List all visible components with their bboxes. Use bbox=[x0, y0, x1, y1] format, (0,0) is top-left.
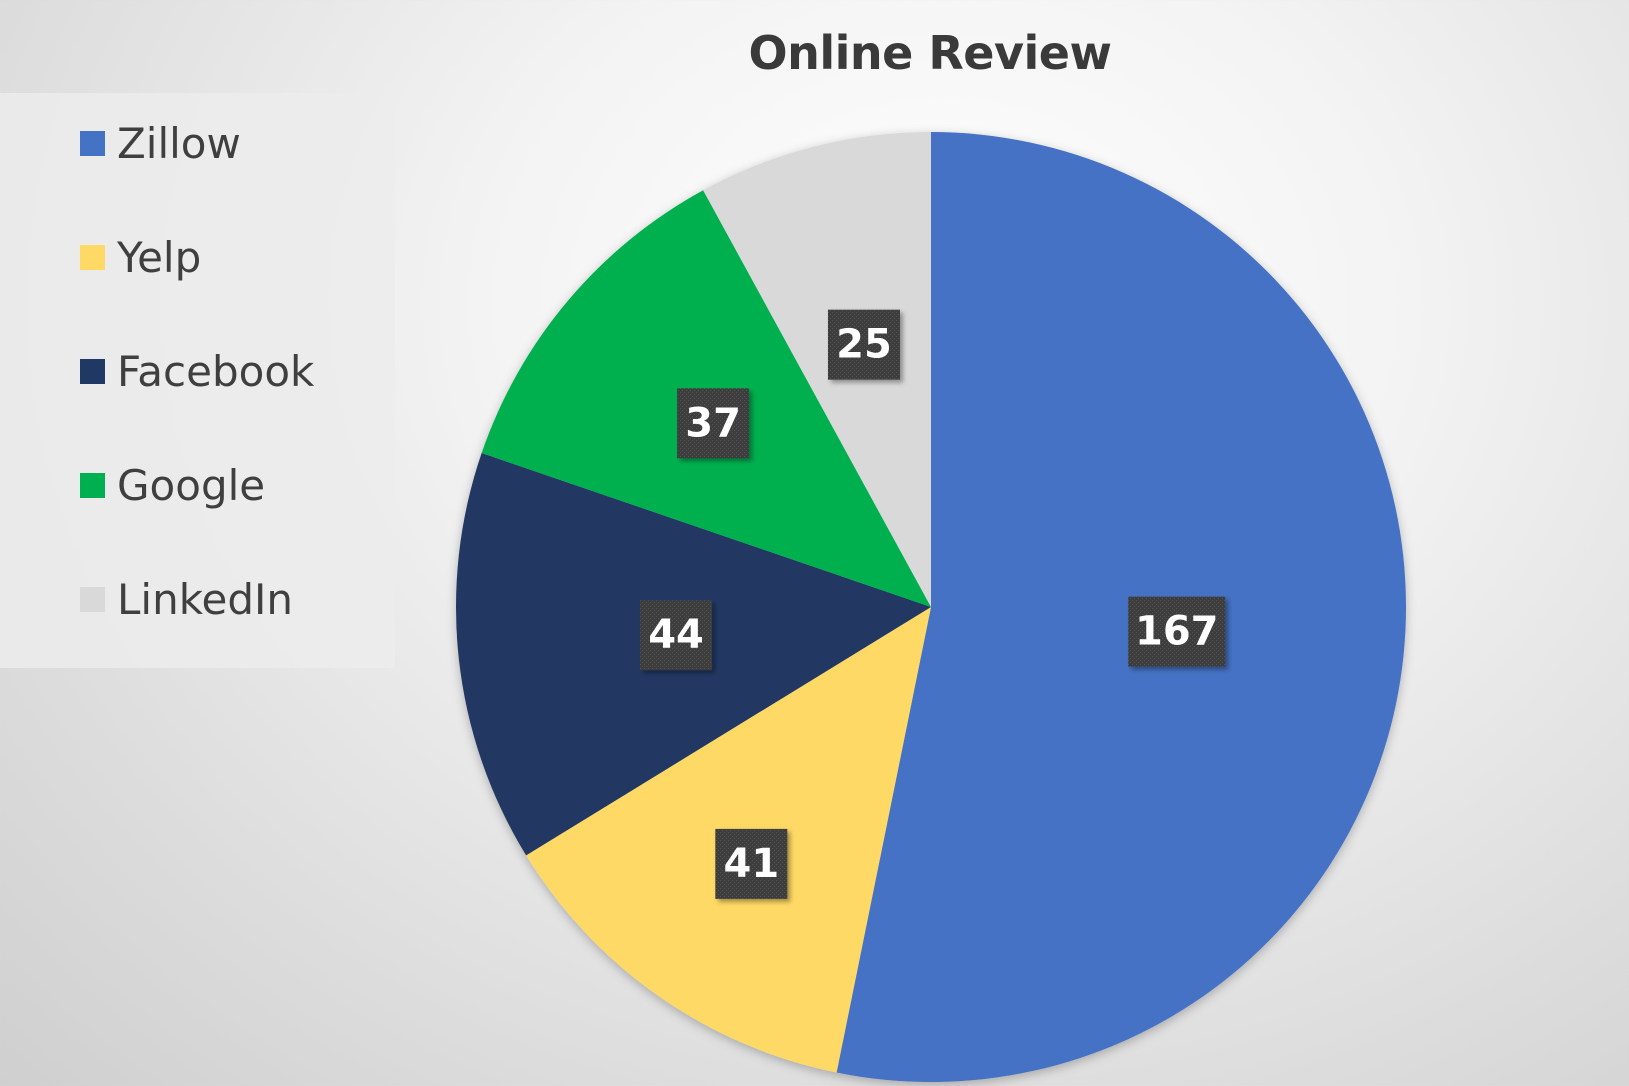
data-label-value: 41 bbox=[723, 841, 779, 887]
data-label-yelp: 41 bbox=[715, 828, 788, 899]
legend-swatch bbox=[80, 358, 105, 384]
data-label-box bbox=[677, 388, 750, 459]
legend-swatch bbox=[80, 244, 105, 270]
data-label-google: 37 bbox=[677, 388, 750, 459]
data-label-box bbox=[715, 828, 788, 899]
data-label-value: 25 bbox=[836, 322, 892, 368]
legend-swatch bbox=[80, 130, 105, 156]
legend-label: Yelp bbox=[117, 232, 202, 282]
legend-label: Google bbox=[117, 460, 266, 510]
legend-item-yelp: Yelp bbox=[80, 227, 201, 287]
legend-item-linkedin: LinkedIn bbox=[80, 569, 293, 629]
pie-slice-linkedin bbox=[703, 132, 931, 607]
data-label-value: 37 bbox=[685, 400, 741, 446]
pie-slice-zillow bbox=[836, 132, 1406, 1082]
data-label-box bbox=[640, 600, 713, 671]
legend-swatch bbox=[80, 586, 105, 612]
data-label-value: 167 bbox=[1135, 609, 1219, 655]
legend-item-google: Google bbox=[80, 455, 265, 515]
legend-label: Facebook bbox=[117, 346, 315, 396]
data-label-box bbox=[1128, 596, 1226, 667]
chart-title: Online Review bbox=[748, 26, 1112, 80]
data-label-facebook: 44 bbox=[640, 600, 713, 671]
data-label-box bbox=[827, 309, 900, 380]
legend-label: LinkedIn bbox=[117, 574, 294, 624]
data-label-value: 44 bbox=[648, 612, 704, 658]
legend-item-zillow: Zillow bbox=[80, 113, 241, 173]
legend: Zillow Yelp Facebook Google LinkedIn bbox=[0, 93, 395, 668]
legend-label: Zillow bbox=[117, 118, 241, 168]
legend-item-facebook: Facebook bbox=[80, 341, 314, 401]
data-label-zillow: 167 bbox=[1128, 596, 1226, 667]
legend-swatch bbox=[80, 472, 105, 498]
data-label-linkedin: 25 bbox=[827, 309, 900, 380]
